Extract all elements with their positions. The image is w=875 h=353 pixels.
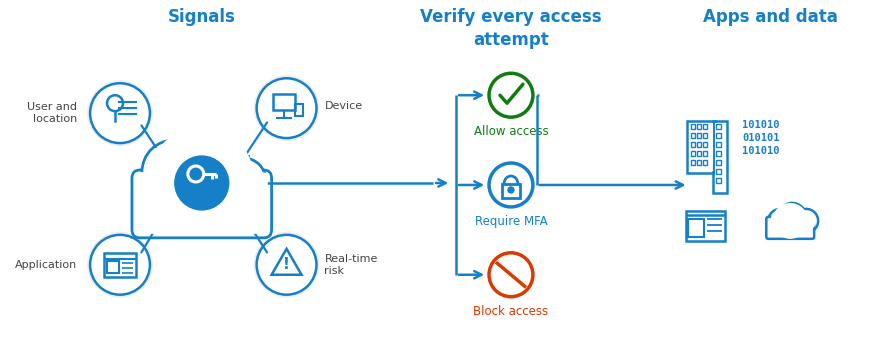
Bar (104, 253, 136, 277)
Bar (717, 160, 721, 165)
Bar (690, 123, 713, 171)
Text: Device: Device (325, 101, 362, 111)
Text: User and
location: User and location (27, 102, 77, 124)
Circle shape (221, 158, 266, 202)
Bar (273, 94, 295, 110)
Bar (770, 221, 810, 235)
Bar (295, 104, 303, 116)
Bar (704, 124, 708, 129)
Circle shape (192, 170, 200, 178)
Bar (697, 124, 702, 129)
Circle shape (256, 78, 317, 138)
Circle shape (489, 253, 533, 297)
Text: Block access: Block access (473, 305, 549, 318)
Bar (704, 151, 708, 156)
Bar (689, 219, 704, 237)
Circle shape (768, 209, 792, 233)
FancyBboxPatch shape (136, 172, 268, 234)
Circle shape (144, 142, 204, 202)
Circle shape (90, 235, 150, 295)
Circle shape (770, 211, 790, 231)
Bar (691, 151, 696, 156)
Circle shape (150, 126, 254, 230)
Bar (107, 261, 119, 273)
Circle shape (254, 75, 319, 141)
Bar (691, 133, 696, 138)
Bar (717, 133, 721, 138)
Bar (697, 160, 702, 165)
Text: Verify every access
attempt: Verify every access attempt (420, 8, 602, 49)
Bar (704, 133, 708, 138)
Circle shape (794, 209, 818, 233)
Circle shape (142, 140, 206, 204)
Circle shape (88, 80, 153, 146)
Circle shape (224, 160, 263, 200)
Bar (704, 142, 708, 147)
Bar (691, 160, 696, 165)
Circle shape (778, 203, 806, 231)
Bar (717, 151, 721, 156)
Bar (688, 121, 716, 173)
Bar (713, 121, 727, 193)
Circle shape (175, 156, 228, 210)
Text: Application: Application (15, 260, 77, 270)
Bar (717, 142, 721, 147)
Bar (502, 184, 520, 198)
Bar (697, 151, 702, 156)
Circle shape (508, 187, 514, 193)
Bar (704, 160, 708, 165)
Bar (717, 169, 721, 174)
Circle shape (88, 232, 153, 298)
Text: Real-time
risk: Real-time risk (325, 254, 378, 276)
Circle shape (90, 83, 150, 143)
Bar (716, 123, 725, 191)
Bar (697, 133, 702, 138)
Text: Signals: Signals (168, 8, 235, 26)
Circle shape (489, 163, 533, 207)
Text: !: ! (284, 257, 290, 272)
Bar (691, 124, 696, 129)
Circle shape (773, 203, 808, 239)
Bar (691, 142, 696, 147)
Circle shape (188, 142, 235, 190)
Text: Allow access: Allow access (473, 125, 549, 138)
Text: Apps and data: Apps and data (703, 8, 837, 26)
Bar (717, 178, 721, 183)
Circle shape (489, 73, 533, 117)
Bar (697, 142, 702, 147)
Text: Require MFA: Require MFA (474, 215, 547, 228)
Text: 101010
010101
101010: 101010 010101 101010 (742, 120, 780, 156)
Bar (685, 211, 725, 241)
Circle shape (796, 211, 816, 231)
FancyBboxPatch shape (132, 170, 271, 238)
Bar (717, 124, 721, 129)
FancyBboxPatch shape (766, 217, 814, 239)
Circle shape (186, 140, 238, 192)
Circle shape (256, 235, 317, 295)
Circle shape (254, 232, 319, 298)
